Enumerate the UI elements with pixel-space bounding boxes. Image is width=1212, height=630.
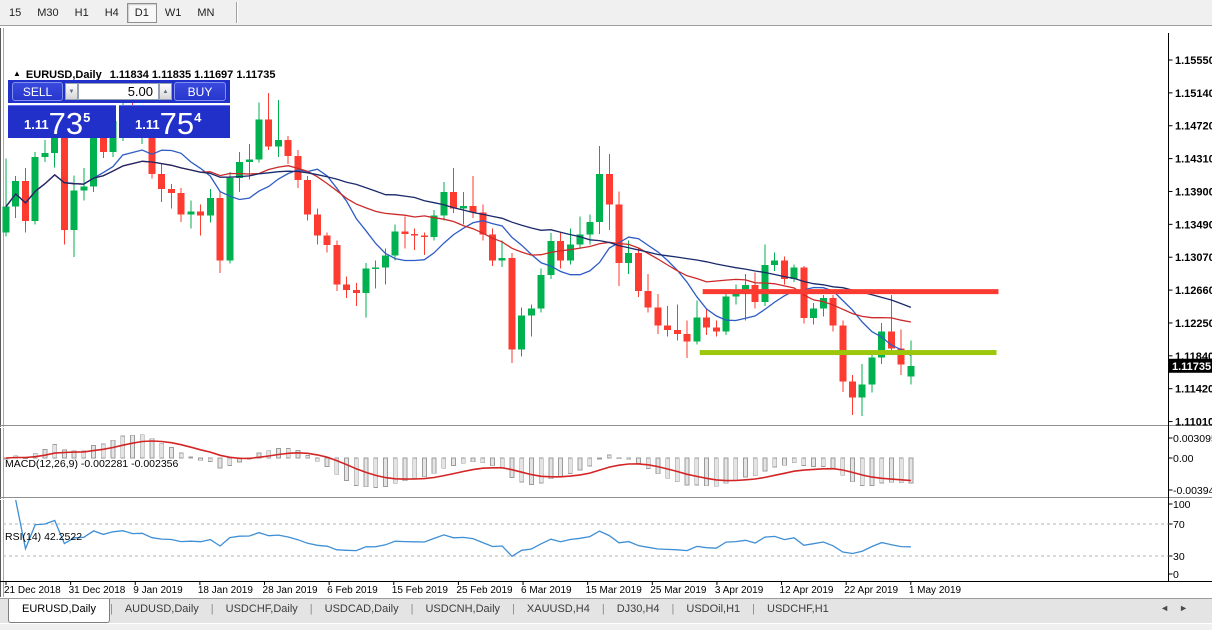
date-label: 9 Jan 2019 [133,585,183,596]
tab-usdchf-daily[interactable]: USDCHF,Daily [225,603,298,615]
chart-title-symbol: EURUSD,Daily [25,69,102,81]
date-label: 12 Apr 2019 [780,585,834,596]
buy-price-prefix: 1.11 [135,117,160,132]
collapse-triangle-icon[interactable]: ▲ [13,69,21,78]
symbol-tab-bar: EURUSD,Daily | AUDUSD,Daily | USDCHF,Daily | U… [0,598,1212,623]
current-price-tag-label: 1.11735 [1172,361,1211,373]
date-label: 6 Mar 2019 [521,585,572,596]
current-price-tag [1168,358,1212,373]
buy-button[interactable]: BUY [174,82,226,101]
sell-button[interactable]: SELL [12,82,63,101]
timeframe-button-d1[interactable]: D1 [126,2,157,23]
chart-title-quotes: 1.11834 1.11835 1.11697 1.11735 [109,69,276,81]
timeframe-button-w1[interactable]: W1 [157,3,190,23]
moving-average-10 [5,149,912,357]
buy-price-sup: 4 [194,110,202,125]
price-axis-label: 1.13490 [1175,219,1212,231]
moving-average-34 [5,160,912,309]
moving-average-21 [5,160,912,323]
toolbar-divider [0,25,1212,28]
macd-indicator-label: MACD(12,26,9) -0.002281 -0.002356 [5,458,179,470]
rsi-indicator-label: RSI(14) 42.2522 [5,531,83,543]
macd-signal-line [5,440,911,482]
date-label: 6 Feb 2019 [327,585,378,596]
tab-separator: | [512,603,515,615]
tab-separator: | [309,603,313,615]
trade-panel-top-row: SELL ▼ 5.00 ▲ BUY [8,80,230,103]
date-label: 3 Apr 2019 [715,585,764,596]
tab-separator: | [210,603,214,615]
toolbar-separator [236,2,239,23]
date-label: 15 Feb 2019 [392,585,449,596]
tab-scroll-right-icon[interactable]: ► [1179,603,1198,613]
tab-separator: | [671,603,675,615]
resistance-line[interactable] [702,289,999,295]
rsi-axis-label: 100 [1173,499,1191,511]
price-axis-label: 1.13900 [1175,186,1212,198]
one-click-trading-panel: SELL ▼ 5.00 ▲ BUY 1.11735 1.11754 [8,80,230,138]
price-axis-label: 1.11010 [1175,417,1212,429]
price-axis-label: 1.15550 [1175,55,1212,67]
timeframe-button-h4[interactable]: H4 [97,3,127,23]
tab-eurusd-daily[interactable]: EURUSD,Daily [8,599,110,623]
volume-input[interactable]: 5.00 [78,83,159,100]
rsi-axis-label: 30 [1173,551,1185,563]
date-label: 28 Jan 2019 [263,585,318,596]
date-label: 21 Dec 2018 [4,585,61,596]
tab-dj30-h4[interactable]: DJ30,H4 [616,603,660,615]
date-label: 25 Feb 2019 [456,585,513,596]
tab-separator: | [410,603,414,615]
sell-price-display[interactable]: 1.11735 [8,105,116,138]
macd-axis-label: 0.003095 [1173,433,1212,445]
date-label: 1 May 2019 [909,585,962,596]
tab-separator: | [109,603,113,615]
tab-xauusd-h4[interactable]: XAUUSD,H4 [526,603,590,615]
status-bar [0,623,1212,630]
tab-usdoil-h1[interactable]: USDOil,H1 [686,603,741,615]
candles-layer[interactable] [2,92,915,416]
price-axis-label: 1.15140 [1175,88,1212,100]
tab-separator: | [601,603,605,615]
tab-separator: | [752,603,756,615]
rsi-axis-label: 0 [1173,569,1179,581]
timeframe-button-m30[interactable]: M30 [29,3,66,23]
timeframe-button-h1[interactable]: H1 [67,3,97,23]
price-axis-label: 1.13070 [1175,252,1212,264]
timeframe-toolbar: 15 M30 H1 H4 D1 W1 MN [0,0,1212,25]
tab-audusd-daily[interactable]: AUDUSD,Daily [124,603,199,615]
buy-price-display[interactable]: 1.11754 [119,105,230,138]
macd-axis-label: 0.00 [1173,453,1194,465]
buy-price-main: 75 [159,106,195,138]
macd-axis-label: -0.003947 [1173,485,1212,497]
tab-scroll-left-icon[interactable]: ◄ [1160,603,1180,613]
sell-price-main: 73 [48,106,84,138]
tab-usdcnh-daily[interactable]: USDCNH,Daily [425,603,501,615]
tab-usdcad-daily[interactable]: USDCAD,Daily [324,603,399,615]
price-axis-label: 1.14310 [1175,154,1212,166]
date-label: 31 Dec 2018 [69,585,126,596]
date-label: 18 Jan 2019 [198,585,253,596]
timeframe-button-15[interactable]: 15 [1,3,29,23]
volume-increase-button[interactable]: ▲ [159,83,172,100]
support-line[interactable] [699,350,997,356]
rsi-line [15,499,911,558]
timeframe-button-mn[interactable]: MN [189,3,222,23]
sell-price-prefix: 1.11 [24,117,49,132]
rsi-axis-label: 70 [1173,519,1185,531]
price-axis-label: 1.12250 [1175,318,1212,330]
price-axis-label: 1.11420 [1175,384,1212,396]
date-label: 25 Mar 2019 [650,585,707,596]
date-label: 22 Apr 2019 [844,585,898,596]
chart-window[interactable]: ▲ EURUSD,Daily 1.11834 1.11835 1.11697 1.1… [0,28,1212,598]
date-label: 15 Mar 2019 [586,585,643,596]
sell-price-sup: 5 [83,110,91,125]
price-axis-label: 1.14720 [1175,121,1212,133]
tab-usdchf-h1[interactable]: USDCHF,H1 [767,603,829,615]
chart-title: ▲ EURUSD,Daily 1.11834 1.11835 1.11697 1.1… [13,69,276,81]
volume-decrease-button[interactable]: ▼ [65,83,78,100]
price-axis-label: 1.12660 [1175,285,1212,297]
